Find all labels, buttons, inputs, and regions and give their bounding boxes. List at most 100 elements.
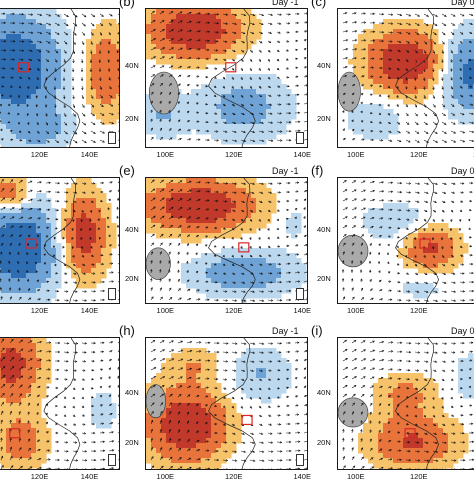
anomaly-cell [231, 258, 237, 264]
anomaly-cell [383, 29, 389, 35]
anomaly-cell [231, 24, 237, 30]
anomaly-cell [1, 59, 7, 65]
anomaly-cell [251, 178, 257, 184]
anomaly-cell [161, 134, 167, 140]
anomaly-cell [31, 129, 37, 135]
anomaly-cell [221, 34, 227, 40]
anomaly-cell [171, 49, 177, 55]
anomaly-cell [256, 99, 262, 105]
anomaly-cell [241, 44, 247, 50]
lon-tick-label: 120E [31, 306, 49, 315]
anomaly-cell [448, 54, 454, 60]
anomaly-cell [16, 213, 22, 219]
anomaly-cell [236, 124, 242, 130]
anomaly-cell [236, 114, 242, 120]
anomaly-cell [6, 303, 12, 304]
anomaly-cell [458, 54, 464, 60]
anomaly-cell [6, 79, 12, 85]
anomaly-cell [206, 273, 212, 279]
anomaly-cell [403, 54, 409, 60]
map-graphic-d [0, 178, 120, 304]
anomaly-cell [161, 14, 167, 20]
anomaly-cell [41, 278, 47, 284]
anomaly-cell [463, 69, 469, 75]
anomaly-cell [463, 34, 469, 40]
anomaly-cell [201, 183, 207, 189]
anomaly-cell [106, 114, 112, 120]
anomaly-cell [21, 114, 27, 120]
anomaly-cell [226, 253, 232, 259]
anomaly-cell [241, 228, 247, 234]
anomaly-cell [36, 144, 42, 148]
anomaly-cell [246, 263, 252, 269]
anomaly-cell [246, 9, 252, 15]
lat-tick-label: 20N [125, 274, 139, 283]
lat-tick-label: 20N [125, 114, 139, 123]
anomaly-cell [388, 74, 394, 80]
anomaly-cell [156, 188, 162, 194]
anomaly-cell [6, 44, 12, 50]
anomaly-cell [201, 213, 207, 219]
anomaly-cell [56, 54, 62, 60]
wind-vector [304, 299, 308, 300]
anomaly-cell [41, 223, 47, 229]
anomaly-cell [46, 144, 52, 148]
anomaly-cell [463, 109, 469, 115]
anomaly-cell [31, 273, 37, 279]
anomaly-cell [378, 69, 384, 75]
anomaly-cell [216, 34, 222, 40]
anomaly-cell [111, 238, 117, 244]
anomaly-cell [226, 44, 232, 50]
anomaly-cell [241, 203, 247, 209]
anomaly-cell [458, 99, 464, 105]
anomaly-cell [16, 9, 22, 15]
anomaly-cell [171, 208, 177, 214]
anomaly-cell [378, 109, 384, 115]
anomaly-cell [46, 84, 52, 90]
anomaly-cell [66, 114, 72, 120]
anomaly-cell [36, 203, 42, 209]
anomaly-cell [378, 104, 384, 110]
anomaly-cell [1, 273, 7, 279]
anomaly-cell [201, 203, 207, 209]
anomaly-cell [31, 134, 37, 140]
anomaly-cell [246, 293, 252, 299]
anomaly-cell [41, 69, 47, 75]
anomaly-cell [161, 59, 167, 65]
anomaly-cell [26, 228, 32, 234]
anomaly-cell [186, 14, 192, 20]
anomaly-cell [96, 273, 102, 279]
anomaly-cell [398, 59, 404, 65]
anomaly-cell [206, 34, 212, 40]
anomaly-cell [388, 69, 394, 75]
anomaly-cell [291, 253, 297, 259]
anomaly-cell [166, 203, 172, 209]
anomaly-cell [251, 74, 257, 80]
anomaly-cell [91, 263, 97, 269]
anomaly-cell [403, 44, 409, 50]
anomaly-cell [81, 223, 87, 229]
anomaly-cell [41, 64, 47, 70]
anomaly-cell [26, 44, 32, 50]
anomaly-cell [216, 124, 222, 130]
anomaly-cell [51, 34, 57, 40]
anomaly-cell [181, 223, 187, 229]
anomaly-cell [171, 14, 177, 20]
wind-vector [304, 139, 308, 140]
anomaly-cell [276, 79, 282, 85]
wind-vector [304, 112, 308, 113]
anomaly-cell [246, 228, 252, 234]
anomaly-cell [106, 34, 112, 40]
anomaly-cell [66, 258, 72, 264]
anomaly-cell [373, 124, 379, 130]
anomaly-cell [46, 54, 52, 60]
anomaly-cell [286, 99, 292, 105]
anomaly-cell [41, 203, 47, 209]
anomaly-cell [76, 208, 82, 214]
anomaly-cell [36, 89, 42, 95]
anomaly-cell [11, 104, 17, 110]
anomaly-cell [51, 283, 57, 289]
anomaly-cell [11, 54, 17, 60]
anomaly-cell [246, 273, 252, 279]
anomaly-cell [206, 119, 212, 125]
